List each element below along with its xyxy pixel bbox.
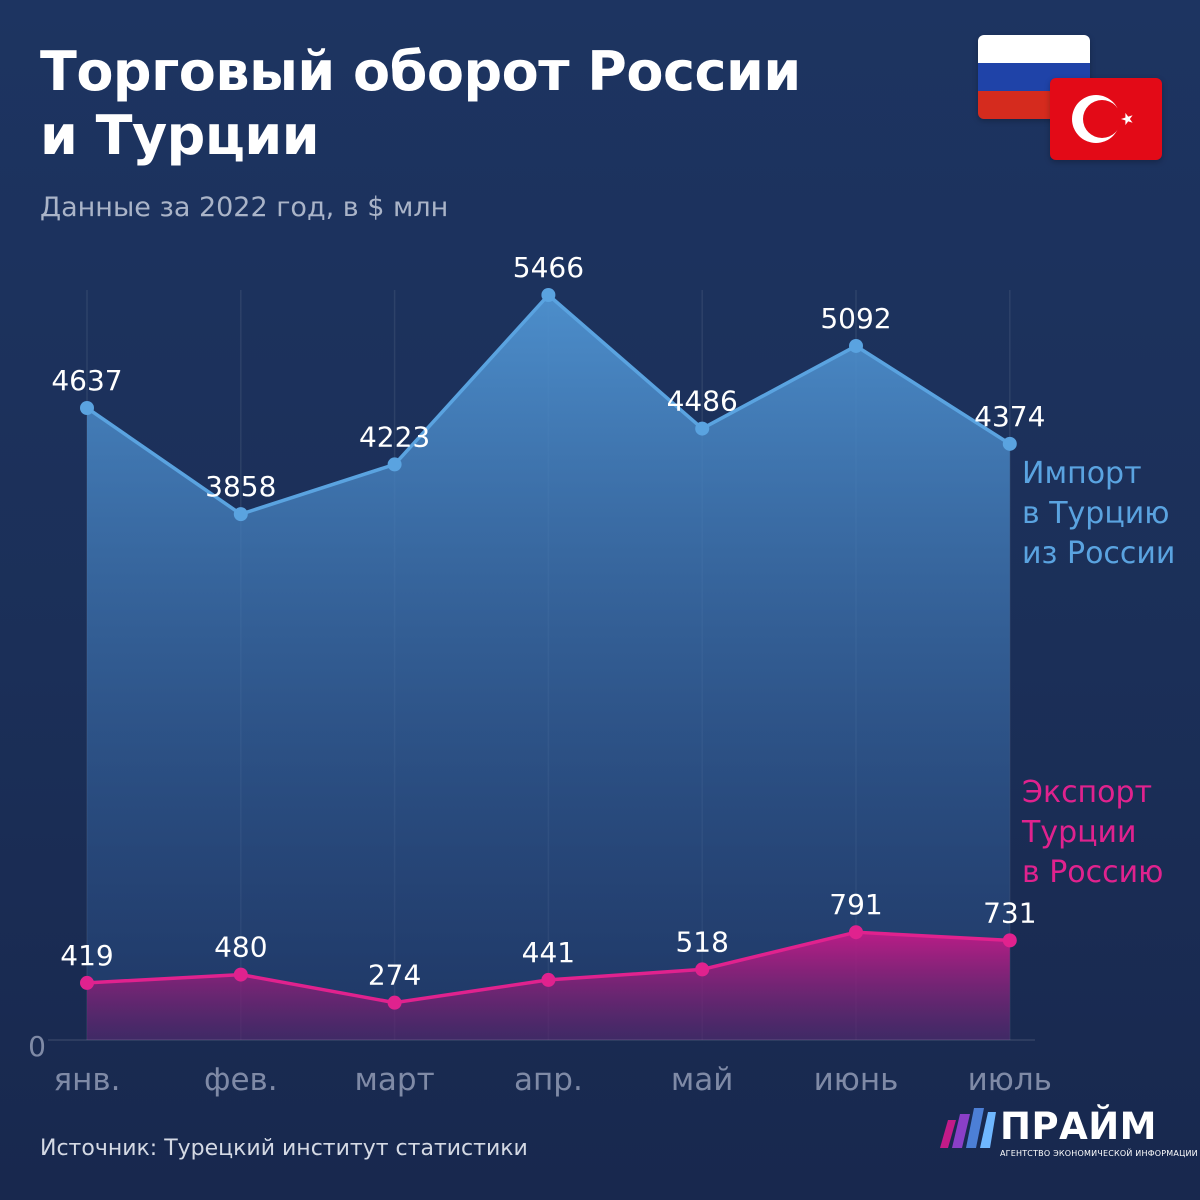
import-value-label-6: 4374 bbox=[974, 400, 1045, 433]
export-point-6 bbox=[1002, 933, 1017, 948]
import-area bbox=[87, 295, 1010, 1040]
y-zero-label: 0 bbox=[28, 1030, 46, 1063]
import-point-2 bbox=[387, 457, 402, 472]
export-series-label-line-2: в Россию bbox=[1022, 855, 1163, 890]
export-point-0 bbox=[80, 975, 94, 990]
prime-logo: ПРАЙМ АГЕНТСТВО ЭКОНОМИЧЕСКОЙ ИНФОРМАЦИИ bbox=[940, 1105, 1198, 1165]
export-point-3 bbox=[541, 972, 556, 987]
export-point-2 bbox=[387, 995, 402, 1010]
x-tick-label-0: янв. bbox=[53, 1062, 120, 1098]
import-point-6 bbox=[1002, 436, 1017, 451]
source-note: Источник: Турецкий институт статистики bbox=[40, 1136, 528, 1161]
export-value-label-0: 419 bbox=[60, 939, 113, 972]
export-point-5 bbox=[849, 925, 863, 940]
x-tick-label-3: апр. bbox=[514, 1062, 583, 1098]
import-value-label-2: 4223 bbox=[359, 420, 430, 453]
import-value-label-3: 5466 bbox=[513, 251, 584, 284]
prime-logo-icon bbox=[940, 1108, 996, 1148]
export-value-label-1: 480 bbox=[214, 931, 267, 964]
export-value-label-5: 791 bbox=[829, 888, 882, 921]
page-title: Торговый оборот России и Турции bbox=[40, 40, 801, 168]
x-tick-label-1: фев. bbox=[204, 1062, 278, 1098]
turkey-flag-icon bbox=[1050, 78, 1162, 160]
import-value-label-4: 4486 bbox=[667, 385, 738, 418]
import-point-5 bbox=[849, 338, 863, 353]
import-point-4 bbox=[695, 421, 710, 436]
export-value-label-6: 731 bbox=[983, 896, 1036, 929]
import-series-label-line-1: в Турцию bbox=[1022, 496, 1170, 531]
x-tick-label-6: июль bbox=[968, 1062, 1052, 1098]
title-line-2: и Турции bbox=[40, 104, 320, 167]
import-series-label-line-2: из России bbox=[1022, 536, 1175, 571]
export-point-1 bbox=[233, 967, 248, 982]
import-value-label-1: 3858 bbox=[205, 470, 276, 503]
import-point-3 bbox=[541, 288, 556, 302]
title-line-1: Торговый оборот России bbox=[40, 40, 801, 103]
export-value-label-2: 274 bbox=[368, 959, 421, 992]
subtitle: Данные за 2022 год, в $ млн bbox=[40, 192, 449, 223]
export-series-label-line-0: Экспорт bbox=[1022, 775, 1152, 810]
logo-name: ПРАЙМ bbox=[1000, 1105, 1158, 1148]
export-value-label-4: 518 bbox=[675, 925, 728, 958]
import-series-label-line-0: Импорт bbox=[1022, 456, 1142, 491]
import-value-label-0: 4637 bbox=[51, 364, 122, 397]
export-point-4 bbox=[695, 962, 710, 977]
export-series-label-line-1: Турции bbox=[1021, 815, 1137, 850]
x-tick-label-4: май bbox=[671, 1062, 734, 1098]
x-tick-label-2: март bbox=[355, 1062, 435, 1098]
import-point-0 bbox=[80, 400, 94, 415]
logo-subtitle: АГЕНТСТВО ЭКОНОМИЧЕСКОЙ ИНФОРМАЦИИ bbox=[1000, 1149, 1198, 1158]
export-value-label-3: 441 bbox=[522, 936, 575, 969]
import-point-1 bbox=[233, 507, 248, 522]
import-value-label-5: 5092 bbox=[820, 302, 891, 335]
x-tick-label-5: июнь bbox=[814, 1062, 899, 1098]
